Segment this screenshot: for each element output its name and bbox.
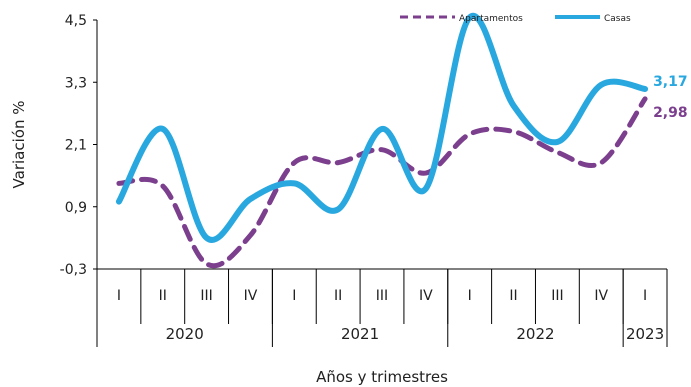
x-axis-quarter-labels: I II III IV I II III IV I II III IV I bbox=[117, 288, 647, 304]
legend-label-apartamentos: Apartamentos bbox=[459, 14, 523, 24]
series-layer bbox=[115, 12, 649, 269]
x-axis-label: Años y trimestres bbox=[316, 368, 448, 386]
x-tick-label: II bbox=[159, 288, 167, 304]
y-tick-label: -0,3 bbox=[60, 262, 87, 278]
x-year-label: 2023 bbox=[626, 325, 664, 343]
y-tick-label: 2,1 bbox=[65, 138, 87, 154]
legend-label-casas: Casas bbox=[604, 14, 631, 24]
end-label-apartamentos: 2,98 bbox=[653, 105, 688, 121]
end-labels: 2,98 3,17 bbox=[653, 74, 688, 121]
x-tick-label: II bbox=[334, 288, 342, 304]
y-axis-label: Variación % bbox=[10, 101, 28, 189]
x-tick-label: I bbox=[292, 288, 296, 304]
y-tick-label: 4,5 bbox=[65, 13, 87, 29]
x-tick-label: III bbox=[376, 288, 388, 304]
end-label-casas: 3,17 bbox=[653, 74, 688, 90]
legend: Apartamentos Casas bbox=[400, 14, 631, 24]
x-axis-year-labels: 2020 2021 2022 2023 bbox=[166, 325, 665, 343]
y-axis-ticks: -0,3 0,9 2,1 3,3 4,5 bbox=[60, 13, 98, 278]
y-tick-label: 3,3 bbox=[65, 75, 87, 91]
x-year-label: 2021 bbox=[341, 325, 379, 343]
x-tick-label: I bbox=[117, 288, 121, 304]
x-tick-label: II bbox=[509, 288, 517, 304]
x-tick-label: IV bbox=[244, 288, 258, 304]
x-year-label: 2020 bbox=[166, 325, 204, 343]
x-tick-label: III bbox=[200, 288, 212, 304]
x-tick-label: I bbox=[643, 288, 647, 304]
y-tick-label: 0,9 bbox=[65, 200, 87, 216]
x-year-label: 2022 bbox=[516, 325, 554, 343]
series-line-apartamentos bbox=[116, 96, 648, 269]
x-tick-label: I bbox=[468, 288, 472, 304]
x-tick-label: III bbox=[551, 288, 563, 304]
x-axis bbox=[96, 268, 668, 347]
x-tick-label: IV bbox=[594, 288, 608, 304]
x-tick-label: IV bbox=[419, 288, 433, 304]
series-line-casas bbox=[115, 12, 649, 243]
